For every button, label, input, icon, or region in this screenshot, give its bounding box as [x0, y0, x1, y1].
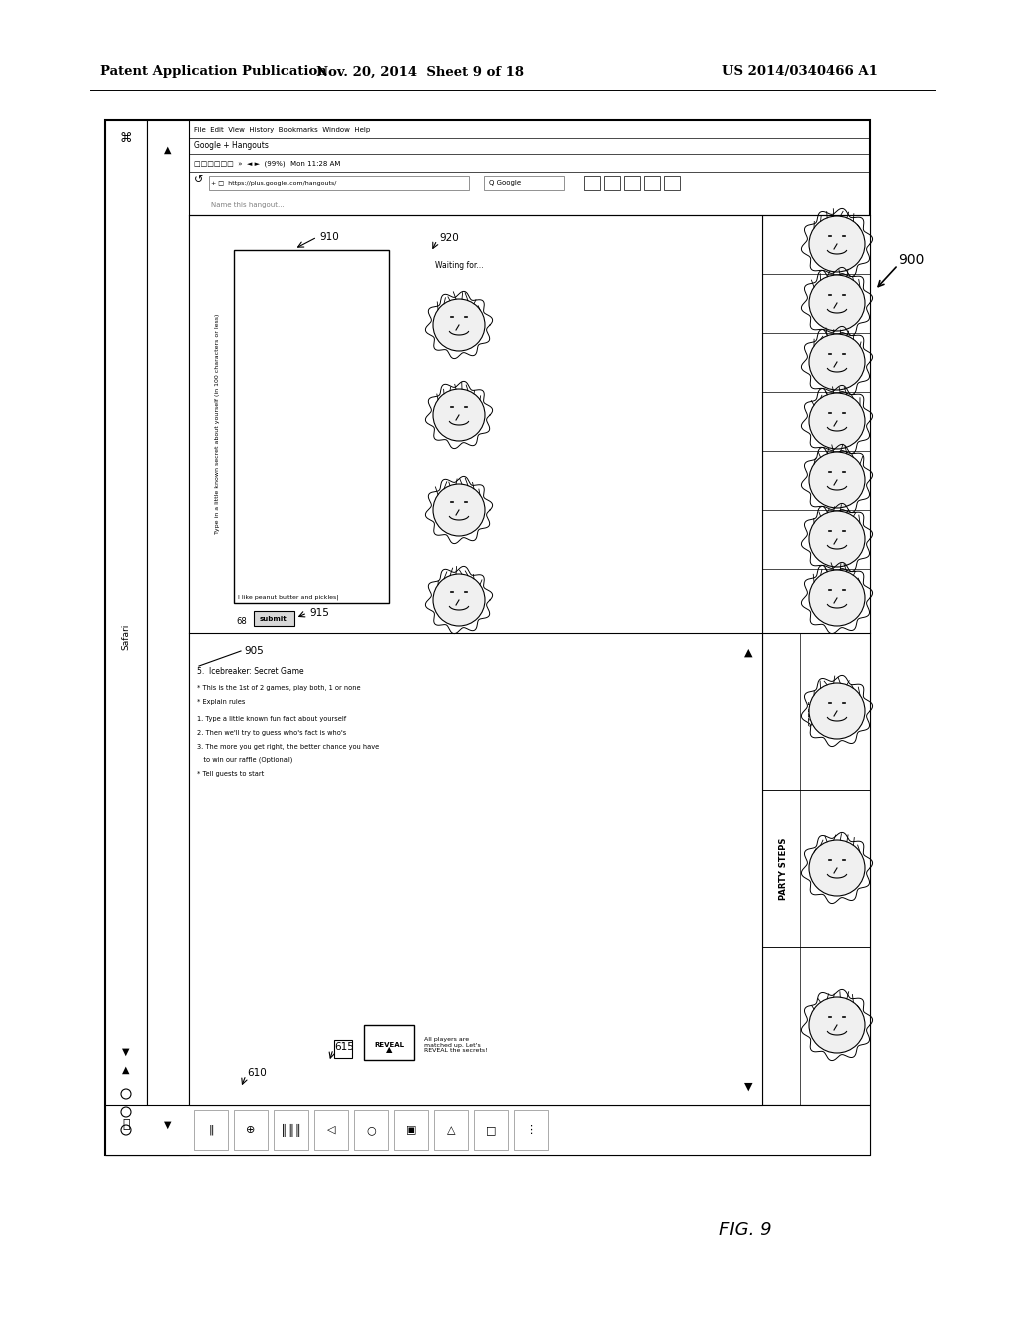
Text: to win our raffle (Optional): to win our raffle (Optional): [197, 756, 293, 763]
Text: Name this hangout...: Name this hangout...: [211, 202, 285, 209]
Text: ↺: ↺: [195, 176, 204, 185]
Text: + □  https://plus.google.com/hangouts/: + □ https://plus.google.com/hangouts/: [211, 181, 336, 186]
Bar: [394, 1110, 428, 1150]
Text: * This is the 1st of 2 games, play both, 1 or none: * This is the 1st of 2 games, play both,…: [197, 685, 360, 690]
Bar: [354, 1110, 388, 1150]
Bar: [334, 1040, 352, 1059]
Text: submit: submit: [260, 616, 288, 622]
Bar: [364, 1026, 414, 1060]
Circle shape: [809, 840, 865, 896]
Text: ▲: ▲: [743, 648, 753, 657]
Text: □: □: [485, 1125, 497, 1135]
Text: Type in a little known secret about yourself (in 100 characters or less): Type in a little known secret about your…: [214, 314, 219, 535]
Text: □□□□□□  »  ◄ ►  (99%)  Mon 11:28 AM: □□□□□□ » ◄ ► (99%) Mon 11:28 AM: [194, 161, 340, 168]
Bar: [194, 1110, 228, 1150]
Text: 68: 68: [236, 616, 247, 626]
Bar: [474, 1110, 508, 1150]
Text: 910: 910: [319, 232, 339, 242]
Text: ▼: ▼: [743, 1082, 753, 1092]
Text: 615: 615: [334, 1041, 354, 1052]
Text: : : [122, 1118, 130, 1131]
Text: ▲: ▲: [386, 1045, 392, 1055]
Circle shape: [433, 300, 485, 351]
Text: Q Google: Q Google: [489, 180, 521, 186]
Text: All players are
matched up. Let's
REVEAL the secrets!: All players are matched up. Let's REVEAL…: [424, 1036, 487, 1053]
Bar: [314, 1110, 348, 1150]
Text: Safari: Safari: [122, 624, 130, 651]
Text: ⊕: ⊕: [247, 1125, 256, 1135]
Bar: [762, 215, 870, 1105]
Text: STEP 5: STEP 5: [810, 700, 818, 726]
Text: 915: 915: [309, 609, 329, 618]
Text: 905: 905: [244, 645, 264, 656]
Bar: [105, 1105, 870, 1155]
Bar: [484, 176, 564, 190]
Text: ◁: ◁: [327, 1125, 335, 1135]
Text: 920: 920: [439, 234, 459, 243]
Text: △: △: [446, 1125, 456, 1135]
Text: File  Edit  View  History  Bookmarks  Window  Help: File Edit View History Bookmarks Window …: [194, 127, 371, 133]
Text: I like peanut butter and pickles|: I like peanut butter and pickles|: [238, 595, 338, 601]
Text: 1. Type a little known fun fact about yourself: 1. Type a little known fun fact about yo…: [197, 715, 346, 722]
Text: 5.  Icebreaker: Secret Game: 5. Icebreaker: Secret Game: [197, 667, 304, 676]
Bar: [254, 611, 294, 626]
Bar: [604, 176, 620, 190]
Text: 610: 610: [247, 1068, 266, 1078]
Text: ‖: ‖: [208, 1125, 214, 1135]
Text: ▲: ▲: [122, 1065, 130, 1074]
Bar: [105, 120, 870, 1155]
Bar: [147, 120, 189, 1155]
Text: Nov. 20, 2014  Sheet 9 of 18: Nov. 20, 2014 Sheet 9 of 18: [316, 66, 524, 78]
Bar: [209, 176, 469, 190]
Text: PARTY STEPS: PARTY STEPS: [779, 838, 788, 900]
Circle shape: [809, 997, 865, 1053]
Text: * Tell guests to start: * Tell guests to start: [197, 771, 264, 777]
Bar: [584, 176, 600, 190]
Text: ○: ○: [367, 1125, 376, 1135]
Bar: [514, 1110, 548, 1150]
Circle shape: [809, 393, 865, 449]
Text: Waiting for...: Waiting for...: [435, 260, 483, 269]
Text: 2. Then we'll try to guess who's fact is who's: 2. Then we'll try to guess who's fact is…: [197, 730, 346, 737]
Bar: [234, 1110, 268, 1150]
Bar: [274, 1110, 308, 1150]
Bar: [664, 176, 680, 190]
Circle shape: [809, 682, 865, 739]
Bar: [234, 249, 389, 603]
Text: ▼: ▼: [164, 1119, 172, 1130]
Circle shape: [809, 511, 865, 568]
Text: ▲: ▲: [164, 145, 172, 154]
Bar: [189, 215, 762, 1105]
Bar: [105, 120, 147, 1155]
Bar: [624, 176, 640, 190]
Circle shape: [433, 484, 485, 536]
Bar: [644, 176, 660, 190]
Text: Google + Hangouts: Google + Hangouts: [194, 141, 269, 150]
Text: ⌘: ⌘: [120, 132, 132, 144]
Circle shape: [809, 570, 865, 626]
Circle shape: [433, 389, 485, 441]
Text: US 2014/0340466 A1: US 2014/0340466 A1: [722, 66, 878, 78]
Text: Patent Application Publication: Patent Application Publication: [100, 66, 327, 78]
Text: ⋮: ⋮: [525, 1125, 537, 1135]
Circle shape: [809, 334, 865, 389]
Bar: [434, 1110, 468, 1150]
Circle shape: [809, 216, 865, 272]
Text: ▼: ▼: [122, 1047, 130, 1057]
Text: * Explain rules: * Explain rules: [197, 700, 246, 705]
Text: FIG. 9: FIG. 9: [719, 1221, 771, 1239]
Text: ▣: ▣: [406, 1125, 416, 1135]
Circle shape: [809, 451, 865, 508]
Text: 3. The more you get right, the better chance you have: 3. The more you get right, the better ch…: [197, 744, 379, 750]
Circle shape: [433, 574, 485, 626]
Text: 900: 900: [898, 253, 925, 267]
Circle shape: [809, 275, 865, 331]
Text: REVEAL: REVEAL: [374, 1041, 404, 1048]
Text: ║║║: ║║║: [281, 1123, 301, 1137]
